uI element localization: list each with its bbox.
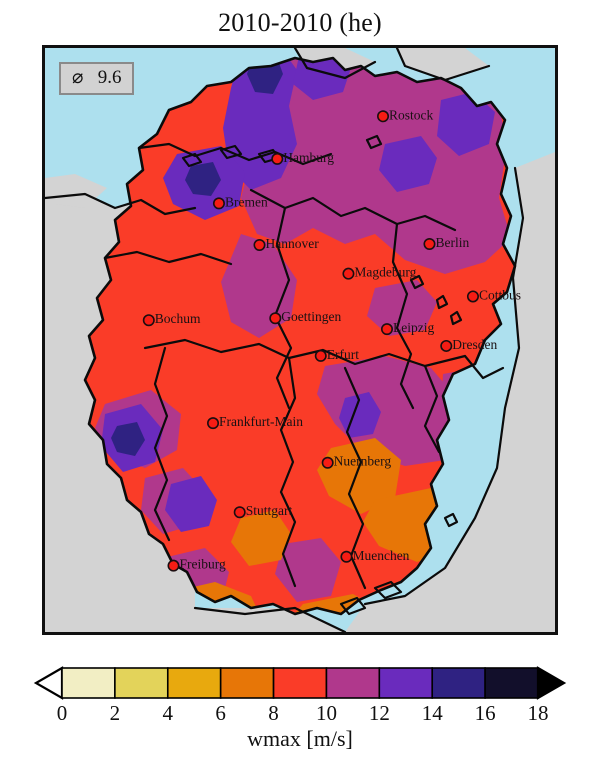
city-label: Freiburg [179, 557, 225, 572]
city-dot [269, 312, 282, 325]
city-label: Goettingen [281, 309, 341, 324]
colorbar-tick: 8 [268, 701, 279, 720]
city-dot [340, 550, 353, 563]
colorbar-band [484, 667, 539, 699]
city-marker: Erfurt [314, 347, 359, 362]
city-dot [377, 110, 390, 123]
city-dot [207, 417, 220, 430]
city-markers-layer: Rostock Hamburg Bremen Hannover Berlin Magdeb… [142, 107, 521, 572]
city-dot [167, 559, 180, 572]
colorbar: 0 2 4 6 8 10 12 14 16 18 [0, 660, 600, 720]
colorbar-tick: 14 [422, 701, 444, 720]
city-label: Hannover [265, 236, 319, 251]
colorbar-band [431, 667, 486, 699]
city-dot [142, 314, 155, 327]
colorbar-tick: 18 [528, 701, 549, 720]
colorbar-tick: 0 [57, 701, 68, 720]
city-marker: Frankfurt-Main [207, 414, 303, 430]
city-label: Nuernberg [334, 454, 392, 469]
city-dot [342, 267, 355, 280]
city-marker: Nuernberg [321, 454, 392, 469]
city-label: Bremen [225, 194, 268, 209]
city-dot [321, 456, 334, 469]
coastline-and-borders [45, 48, 525, 632]
city-marker: Berlin [423, 235, 469, 250]
city-marker: Magdeburg [342, 265, 417, 280]
colorbar-tick-labels: 0 2 4 6 8 10 12 14 16 18 [57, 701, 549, 720]
city-marker: Rostock [377, 107, 434, 123]
city-dot [212, 197, 225, 210]
city-dot [314, 349, 327, 362]
city-label: Hamburg [283, 150, 334, 165]
city-dot [440, 339, 453, 352]
city-marker: Leipzig [380, 320, 434, 336]
colorbar-bands [33, 666, 567, 700]
city-label: Dresden [452, 337, 497, 352]
colorbar-tick: 12 [369, 701, 390, 720]
city-marker: Dresden [440, 337, 498, 352]
city-marker: Bochum [142, 311, 201, 327]
map-canvas: Rostock Hamburg Bremen Hannover Berlin Magdeb… [45, 48, 555, 632]
city-label: Frankfurt-Main [219, 414, 303, 429]
city-marker: Freiburg [167, 557, 226, 572]
colorbar-band [219, 667, 275, 699]
colorbar-over-arrow [536, 666, 567, 700]
city-label: Stuttgart [246, 503, 293, 518]
city-label: Leipzig [393, 320, 434, 335]
city-label: Erfurt [327, 347, 359, 362]
city-marker: Cottbus [466, 287, 521, 303]
colorbar-band [61, 667, 116, 699]
colorbar-band [378, 667, 434, 699]
colorbar-tick: 4 [163, 701, 174, 720]
city-marker: Hannover [253, 236, 319, 251]
colorbar-under-arrow [33, 666, 64, 700]
city-marker: Muenchen [340, 548, 410, 563]
colorbar-tick: 10 [316, 701, 337, 720]
colorbar-band [166, 667, 222, 699]
city-label: Bochum [155, 311, 201, 326]
colorbar-canvas: 0 2 4 6 8 10 12 14 16 18 [33, 666, 567, 720]
city-marker: Goettingen [269, 309, 342, 325]
domain-mean-badge: ⌀ 9.6 [59, 62, 135, 95]
colorbar-band [325, 667, 381, 699]
city-dot [380, 323, 393, 336]
page-title: 2010-2010 (he) [218, 8, 382, 37]
mean-symbol: ⌀ [72, 67, 84, 88]
city-dot [253, 238, 266, 251]
city-label: Berlin [435, 235, 469, 250]
colorbar-axis-label: wmax [m/s] [247, 726, 353, 751]
city-label: Cottbus [479, 287, 521, 302]
city-label: Rostock [389, 107, 434, 122]
colorbar-band [272, 667, 328, 699]
city-marker: Stuttgart [233, 503, 293, 519]
city-dot [466, 290, 479, 303]
city-dot [271, 152, 284, 165]
colorbar-tick: 2 [110, 701, 121, 720]
mean-value: 9.6 [97, 67, 122, 88]
city-marker: Bremen [212, 194, 268, 210]
city-marker: Hamburg [271, 150, 334, 165]
city-label: Muenchen [352, 548, 409, 563]
colorbar-band [114, 667, 169, 699]
city-dot [233, 506, 246, 519]
city-dot [423, 237, 436, 250]
map-panel: Rostock Hamburg Bremen Hannover Berlin Magdeb… [42, 45, 558, 635]
colorbar-tick: 6 [215, 701, 226, 720]
city-label: Magdeburg [354, 265, 416, 280]
colorbar-tick: 16 [475, 701, 496, 720]
